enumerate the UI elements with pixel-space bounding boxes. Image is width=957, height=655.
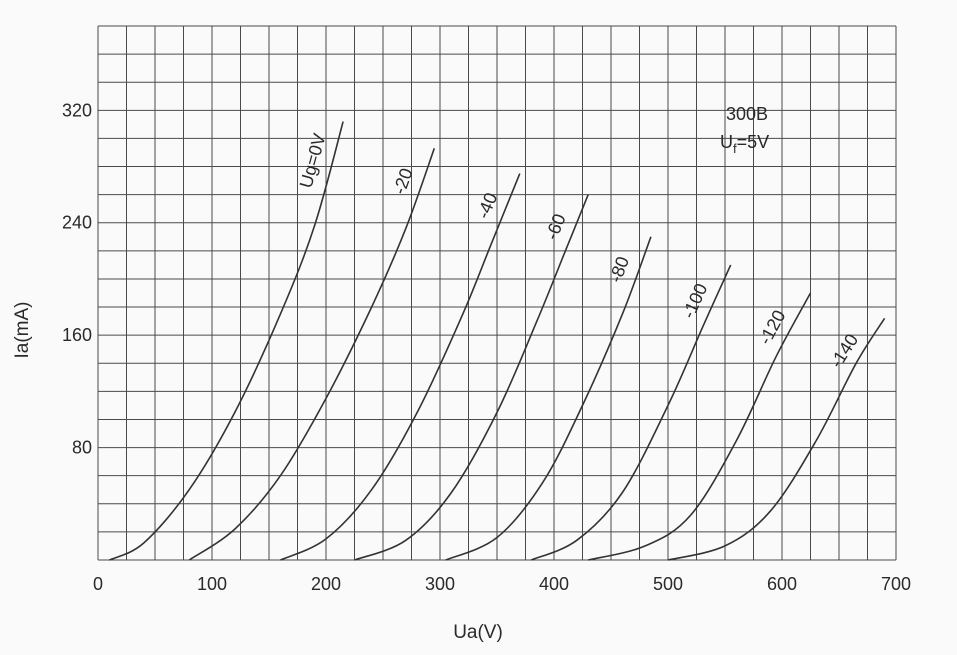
curve-label-3: -60 xyxy=(541,211,569,243)
curve-label-7: -140 xyxy=(826,330,862,371)
y-tick-labels: 80 160 240 320 xyxy=(62,100,92,457)
x-tick-labels: 0 100 200 300 400 500 600 700 xyxy=(93,574,911,594)
filament-voltage-label: Uf=5V xyxy=(720,132,769,156)
curve-7 xyxy=(667,317,886,561)
x-tick-label: 700 xyxy=(881,574,911,594)
x-tick-label: 0 xyxy=(93,574,103,594)
tube-model-label: 300B xyxy=(726,104,768,124)
x-tick-label: 500 xyxy=(653,574,683,594)
y-axis-title: Ia(mA) xyxy=(12,302,33,359)
x-tick-label: 300 xyxy=(425,574,455,594)
filament-subscript: f xyxy=(733,141,737,156)
x-tick-label: 100 xyxy=(197,574,227,594)
x-tick-label: 400 xyxy=(539,574,569,594)
x-tick-label: 200 xyxy=(311,574,341,594)
plot-grid xyxy=(97,25,897,561)
curve-group xyxy=(109,121,886,561)
y-tick-label: 240 xyxy=(62,213,92,233)
curve-label-5: -100 xyxy=(678,280,711,321)
curve-label-1: -20 xyxy=(389,166,417,197)
x-axis-title: Ua(V) xyxy=(453,622,503,643)
curve-2 xyxy=(280,173,521,561)
y-tick-label: 160 xyxy=(62,325,92,345)
curve-6 xyxy=(588,292,812,561)
x-tick-label: 600 xyxy=(767,574,797,594)
y-tick-label: 80 xyxy=(72,438,92,458)
curve-5 xyxy=(530,264,732,561)
y-tick-label: 320 xyxy=(62,100,92,120)
curve-label-0: Ug=0V xyxy=(296,131,330,190)
curve-1 xyxy=(188,148,436,561)
curve-label-4: -80 xyxy=(605,254,633,285)
filament-value: =5V xyxy=(737,132,770,152)
filament-prefix: U xyxy=(720,132,733,152)
curve-4 xyxy=(445,236,652,561)
curve-0 xyxy=(109,121,344,561)
curve-3 xyxy=(354,194,589,561)
